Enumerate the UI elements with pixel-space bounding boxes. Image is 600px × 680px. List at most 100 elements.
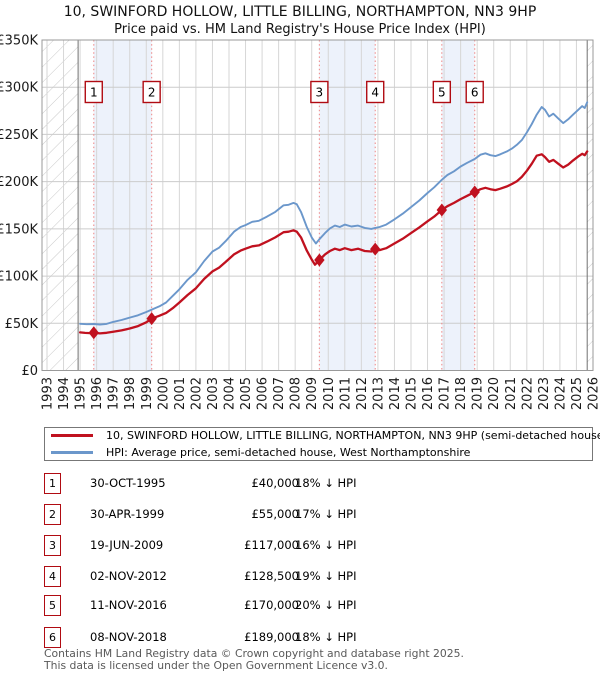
sale-number-badge: 5 (44, 595, 61, 616)
x-axis-label: 2015 (404, 377, 419, 410)
sale-vs-hpi: 19% ↓ HPI (295, 569, 357, 583)
x-axis-label: 2013 (371, 377, 386, 410)
y-axis-label: £200K (0, 175, 38, 190)
sale-price: £128,500 (244, 569, 299, 583)
sale-marker-box-1 (84, 80, 103, 104)
sale-date: 30-APR-1999 (90, 507, 165, 521)
y-axis-label: £50K (5, 317, 39, 332)
sale-price: £117,000 (244, 538, 299, 552)
sale-vs-hpi: 17% ↓ HPI (295, 507, 357, 521)
sale-marker-number-2: 2 (148, 86, 156, 100)
sale-price: £170,000 (244, 598, 299, 612)
sale-marker-number-6: 6 (471, 86, 479, 100)
x-axis-label: 1998 (123, 377, 138, 410)
x-axis-label: 2000 (156, 377, 171, 410)
sale-marker-diamond-6 (469, 185, 480, 199)
sale-marker-number-3: 3 (316, 86, 324, 100)
sale-marker-box-4 (366, 80, 385, 104)
x-axis-label: 2007 (272, 377, 287, 410)
sale-marker-diamond-3 (314, 253, 325, 267)
table-row: 6 08-NOV-2018 £189,000 18% ↓ HPI (44, 627, 600, 649)
no-data-hatch-region (587, 40, 593, 371)
sale-date: 02-NOV-2012 (90, 569, 167, 583)
page-subtitle: Price paid vs. HM Land Registry's House … (114, 22, 486, 37)
legend-red-line-sample (51, 434, 93, 437)
x-axis-label: 2019 (471, 377, 486, 410)
table-row: 2 30-APR-1999 £55,000 17% ↓ HPI (44, 504, 600, 526)
x-axis-label: 1999 (140, 377, 155, 410)
sale-date: 19-JUN-2009 (90, 538, 164, 552)
sale-vs-hpi: 16% ↓ HPI (295, 538, 357, 552)
table-row: 1 30-OCT-1995 £40,000 18% ↓ HPI (44, 473, 600, 495)
x-axis-label: 2014 (388, 377, 403, 410)
price-paid-line (78, 150, 589, 335)
footer-line-2: This data is licensed under the Open Gov… (44, 658, 388, 672)
sale-number-badge: 6 (44, 627, 61, 648)
x-axis-label: 2024 (553, 377, 568, 410)
x-axis-label: 2008 (289, 377, 304, 410)
legend-entry-hpi: HPI: Average price, semi-detached house,… (45, 446, 592, 460)
legend-box: 10, SWINFORD HOLLOW, LITTLE BILLING, NOR… (44, 427, 600, 461)
no-data-hatch-region (42, 40, 79, 371)
y-axis-label: £250K (0, 128, 38, 143)
sale-date: 08-NOV-2018 (90, 630, 167, 644)
x-axis-label: 1995 (74, 377, 89, 410)
x-axis-label: 1993 (41, 377, 56, 410)
sale-date: 11-NOV-2016 (90, 598, 167, 612)
sale-date: 30-OCT-1995 (90, 476, 166, 490)
sale-price: £189,000 (244, 630, 299, 644)
x-axis-label: 2026 (586, 377, 600, 410)
page-title: 10, SWINFORD HOLLOW, LITTLE BILLING, NOR… (63, 4, 537, 20)
x-axis-label: 2020 (487, 377, 502, 410)
x-axis-label: 2011 (338, 377, 353, 410)
table-row: 4 02-NOV-2012 £128,500 19% ↓ HPI (44, 566, 600, 588)
legend-label-hpi: HPI: Average price, semi-detached house,… (106, 446, 471, 459)
sale-marker-number-1: 1 (90, 86, 98, 100)
legend-blue-line-sample (51, 451, 93, 454)
sale-price: £55,000 (251, 507, 299, 521)
x-axis-label: 2025 (570, 377, 585, 410)
x-axis-label: 2002 (189, 377, 204, 410)
y-axis-label: £0 (21, 364, 38, 379)
table-row: 5 11-NOV-2016 £170,000 20% ↓ HPI (44, 595, 600, 617)
x-axis-label: 2009 (305, 377, 320, 410)
x-axis-label: 2017 (438, 377, 453, 410)
sale-marker-box-5 (432, 80, 452, 104)
x-axis-label: 2004 (222, 377, 237, 410)
legend-entry-price: 10, SWINFORD HOLLOW, LITTLE BILLING, NOR… (45, 429, 600, 443)
y-axis-label: £100K (0, 270, 38, 285)
sale-price: £40,000 (251, 476, 299, 490)
sale-marker-diamond-2 (146, 312, 157, 326)
x-axis-label: 2006 (256, 377, 271, 410)
sale-marker-number-5: 5 (438, 86, 446, 100)
plot-border (41, 39, 594, 371)
legend-label-price: 10, SWINFORD HOLLOW, LITTLE BILLING, NOR… (106, 429, 600, 442)
x-axis-label: 1997 (107, 377, 122, 410)
hpi-line (79, 101, 589, 326)
table-row: 3 19-JUN-2009 £117,000 16% ↓ HPI (44, 535, 600, 557)
sale-marker-box-2 (142, 80, 161, 104)
sale-marker-box-6 (465, 80, 484, 104)
x-axis-label: 1994 (57, 377, 72, 410)
sale-number-badge: 4 (44, 566, 61, 587)
sale-marker-box-3 (310, 80, 329, 104)
sale-vs-hpi: 20% ↓ HPI (295, 598, 357, 612)
footer-line-1: Contains HM Land Registry data © Crown c… (44, 647, 464, 660)
x-axis-label: 2023 (537, 377, 552, 410)
license-footer: Contains HM Land Registry data © Crown c… (44, 648, 584, 671)
x-axis-label: 2005 (239, 377, 254, 410)
sale-number-badge: 1 (44, 473, 61, 494)
x-axis-label: 2003 (206, 377, 221, 410)
x-axis-label: 2022 (520, 377, 535, 410)
sale-number-badge: 2 (44, 504, 61, 525)
y-axis-label: £150K (0, 222, 38, 237)
ownership-period-band (93, 40, 152, 370)
x-axis-label: 2001 (173, 377, 188, 410)
y-axis-label: £350K (0, 34, 38, 49)
x-axis-label: 1996 (90, 377, 105, 410)
x-axis-label: 2021 (504, 377, 519, 410)
sale-marker-diamond-4 (370, 242, 381, 256)
x-axis-label: 2010 (322, 377, 337, 410)
